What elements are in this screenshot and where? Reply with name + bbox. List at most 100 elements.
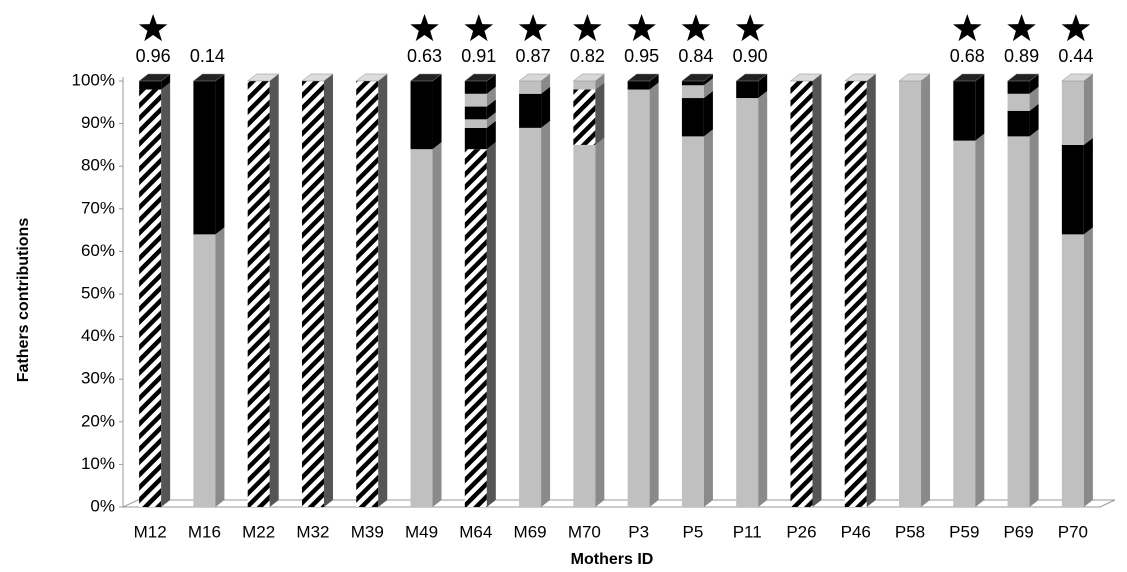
bar-side — [269, 74, 279, 507]
bar-segment — [953, 81, 976, 141]
bar-side — [975, 133, 985, 507]
bar-segment — [519, 127, 542, 508]
bar-segment — [681, 136, 704, 507]
bar-side — [703, 129, 713, 507]
bar-segment — [410, 81, 433, 150]
bar-side — [758, 91, 768, 507]
bar-segment — [193, 81, 216, 235]
x-tick-label: M16 — [188, 522, 221, 541]
bar-side — [432, 74, 442, 150]
y-tick-label: 30% — [81, 369, 115, 388]
significance-star — [735, 14, 765, 42]
bar-segment — [247, 81, 270, 507]
bar-side — [1083, 74, 1093, 145]
x-tick-label: M12 — [134, 522, 167, 541]
bar-segment — [844, 81, 867, 507]
bar-top — [246, 73, 280, 82]
bar-side — [541, 86, 551, 128]
bar-segment — [1007, 93, 1030, 111]
x-tick-label: M49 — [405, 522, 438, 541]
y-tick-label: 80% — [81, 156, 115, 175]
p-value-label: 0.91 — [461, 46, 496, 66]
significance-star — [627, 14, 656, 42]
bar-side — [703, 74, 713, 86]
bar-segment — [681, 85, 704, 99]
x-tick-label: P3 — [628, 522, 649, 541]
x-tick-label: P69 — [1003, 522, 1033, 541]
significance-star — [1061, 14, 1091, 42]
bar-segment — [464, 119, 487, 128]
bar-top — [138, 73, 171, 82]
y-tick-label: 10% — [81, 454, 115, 473]
bar-side — [486, 99, 496, 120]
x-tick-label: M32 — [296, 522, 329, 541]
p-value-label: 0.63 — [407, 46, 442, 66]
y-tick-label: 0% — [90, 496, 115, 515]
bar-segment — [573, 81, 596, 90]
bar-side — [595, 82, 605, 145]
bar-side — [703, 91, 713, 137]
bar-segment — [736, 98, 759, 507]
bar-side — [378, 74, 388, 507]
bar-side — [541, 74, 551, 94]
bar-segment — [1061, 81, 1084, 145]
bar-side — [758, 74, 768, 99]
p-value-label: 0.68 — [950, 46, 985, 66]
bar-top — [409, 73, 443, 82]
bar-segment — [519, 81, 542, 94]
y-tick-label: 60% — [81, 241, 115, 260]
x-tick-label: M64 — [459, 522, 492, 541]
bar-side — [161, 74, 171, 90]
bar-side — [432, 142, 442, 507]
y-tick-label: 20% — [81, 411, 115, 430]
bar-top — [1061, 73, 1094, 82]
bar-side — [486, 112, 496, 128]
bar-segment — [1061, 234, 1084, 508]
bar-segment — [736, 81, 759, 99]
bar-segment — [464, 81, 487, 94]
bar-top — [355, 73, 388, 82]
bar-side — [921, 74, 931, 507]
bar-side — [1083, 227, 1093, 508]
significance-star — [681, 14, 711, 42]
bar-side — [1083, 137, 1093, 235]
bar-side — [703, 78, 713, 99]
bar-side — [486, 120, 496, 150]
bar-top — [844, 73, 877, 82]
p-value-label: 0.82 — [570, 46, 605, 66]
p-value-label: 0.14 — [190, 46, 225, 66]
bar-segment — [356, 81, 379, 507]
bar-top — [789, 73, 823, 82]
p-value-label: 0.44 — [1058, 46, 1093, 66]
bar-segment — [301, 81, 324, 507]
bar-side — [595, 74, 605, 90]
bar-segment — [1007, 136, 1030, 507]
x-tick-label: M22 — [242, 522, 275, 541]
bar-top — [898, 73, 931, 82]
bar-side — [866, 74, 876, 507]
bar-segment — [139, 81, 162, 90]
bar-segment — [464, 93, 487, 107]
bar-segment — [899, 81, 922, 507]
y-tick-label: 70% — [81, 198, 115, 217]
bar-top — [192, 73, 226, 82]
bar-segment — [193, 234, 216, 508]
bar-top — [464, 73, 497, 82]
bar-segment — [464, 106, 487, 120]
bar-side — [1029, 103, 1039, 137]
x-tick-label: M69 — [514, 522, 547, 541]
bar-side — [541, 120, 551, 508]
bar-segment — [464, 127, 487, 150]
x-tick-label: P59 — [949, 522, 979, 541]
bar-segment — [410, 149, 433, 507]
y-tick-label: 40% — [81, 326, 115, 345]
significance-star — [138, 14, 168, 42]
bar-side — [975, 74, 985, 141]
bar-segment — [681, 98, 704, 137]
p-value-label: 0.95 — [624, 46, 659, 66]
significance-star — [573, 14, 602, 42]
x-tick-label: P58 — [895, 522, 925, 541]
x-axis-title: Mothers ID — [571, 551, 654, 568]
bar-segment — [573, 89, 596, 145]
